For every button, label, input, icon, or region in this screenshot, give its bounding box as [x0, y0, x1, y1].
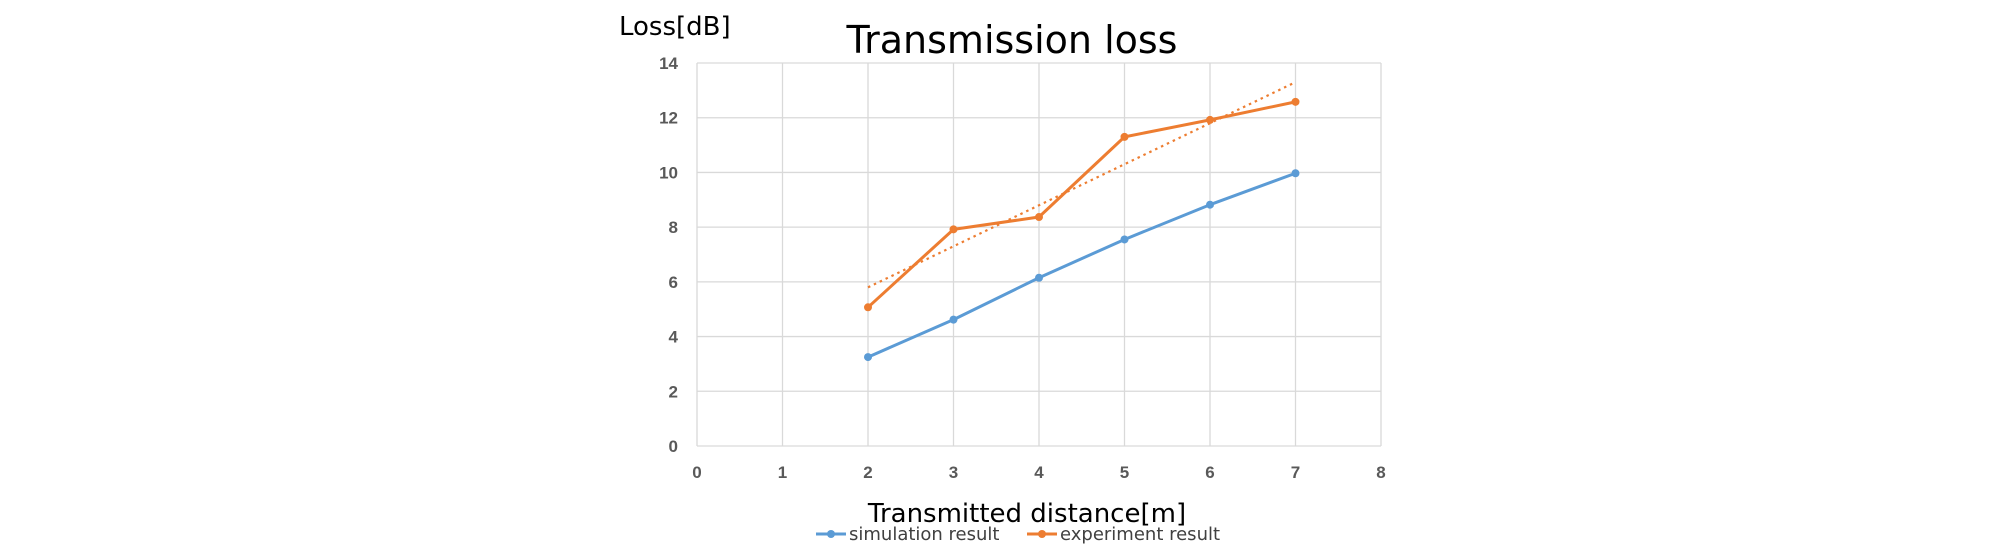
experiment-result-line: [866, 100, 1297, 309]
experiment-result-point: [949, 225, 958, 234]
y-tick-label: 8: [669, 218, 678, 237]
legend: simulation result experiment result: [816, 524, 1220, 545]
y-tick-label: 12: [659, 109, 678, 128]
x-tick-label: 6: [1205, 463, 1214, 482]
y-tick-label: 6: [669, 273, 678, 292]
experiment-result-point: [1035, 213, 1043, 222]
simulation-result-line: [866, 171, 1297, 359]
simulation-result-point: [1035, 273, 1043, 282]
y-tick-label: 4: [669, 328, 679, 347]
x-tick-label: 0: [692, 463, 701, 482]
simulation-result-point: [1120, 235, 1129, 244]
simulation-result-point: [949, 315, 958, 324]
simulation-result-point: [1206, 200, 1214, 209]
x-axis-title: Transmitted distance[m]: [867, 499, 1186, 529]
x-tick-label: 2: [863, 463, 872, 482]
legend-label-simulation-result: simulation result: [849, 524, 999, 545]
experiment-result-point: [1291, 97, 1300, 106]
experiment-result-trendline: [867, 81, 1296, 289]
x-tick-label: 1: [778, 463, 787, 482]
legend-marker-experiment-result: [1038, 530, 1046, 538]
x-tick-label: 5: [1120, 463, 1129, 482]
legend-marker-simulation-result: [827, 530, 835, 538]
experiment-result-point: [864, 303, 872, 312]
simulation-result-point: [1291, 169, 1300, 178]
experiment-result-point: [1120, 132, 1129, 141]
simulation-result-point: [864, 353, 872, 362]
x-tick-label: 3: [949, 463, 958, 482]
y-tick-label: 14: [659, 54, 678, 73]
y-axis-title: Loss[dB]: [619, 12, 731, 42]
chart-title: Transmission loss: [846, 18, 1178, 62]
x-tick-label: 8: [1376, 463, 1385, 482]
y-tick-label: 2: [669, 382, 678, 401]
x-tick-label: 7: [1291, 463, 1300, 482]
y-tick-label: 0: [669, 437, 678, 456]
gridlines: [696, 62, 1382, 447]
legend-label-experiment-result: experiment result: [1060, 524, 1220, 545]
y-tick-label: 10: [659, 163, 678, 182]
experiment-result-point: [1206, 115, 1214, 124]
series-lines: [864, 81, 1300, 362]
x-tick-label: 4: [1034, 463, 1044, 482]
